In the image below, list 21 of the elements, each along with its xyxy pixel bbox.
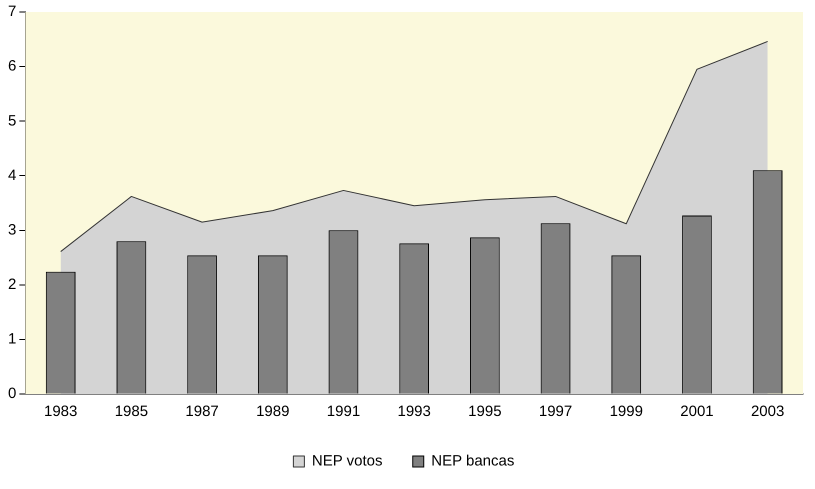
x-tick-label: 1987 [185,403,219,420]
y-tick-label: 1 [8,330,16,348]
y-tick-label: 4 [8,166,16,184]
y-tick-label: 7 [8,3,16,20]
y-tick-label: 6 [8,58,16,75]
x-tick-label: 1991 [326,403,360,420]
x-tick-label: 2001 [680,403,714,420]
y-tick-label: 2 [8,276,16,293]
x-tick-label: 2003 [750,403,784,420]
x-tick-label: 1985 [114,403,148,420]
x-tick-label: 1993 [397,403,431,420]
x-tick-label: 1997 [538,403,572,420]
x-tick-label: 1995 [468,403,502,420]
x-tick-label: 1983 [44,403,78,420]
x-tick-label: 1999 [610,403,643,420]
legend-label: NEP votos [312,452,382,470]
y-tick-label: 5 [8,112,16,130]
y-tick-label: 3 [8,221,16,238]
legend-label: NEP bancas [431,452,514,470]
y-tick-label: 0 [8,385,16,402]
x-tick-label: 1989 [256,403,290,420]
